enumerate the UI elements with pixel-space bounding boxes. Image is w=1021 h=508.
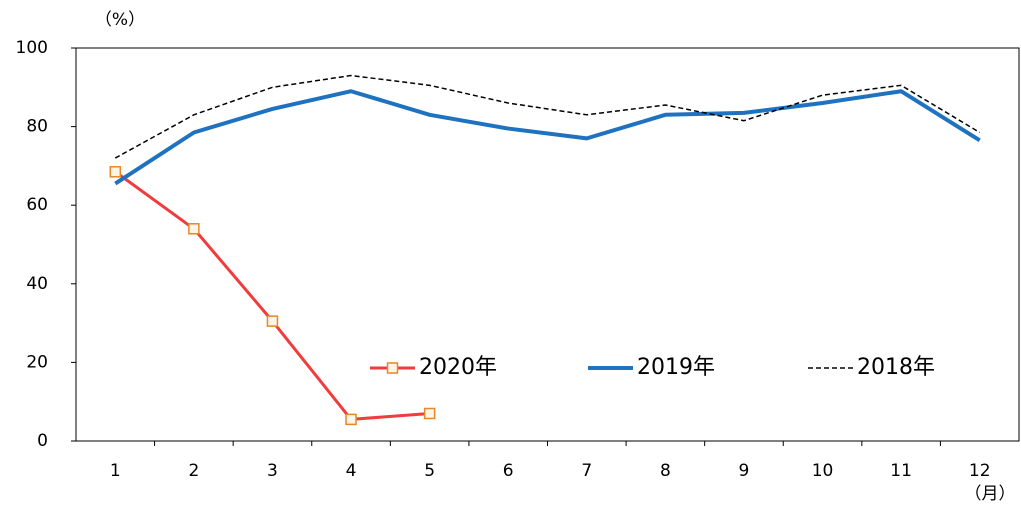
y-tick-label: 60: [26, 195, 48, 215]
series-line: [114, 74, 981, 159]
x-tick-label: 8: [660, 461, 671, 481]
data-point: [109, 166, 122, 178]
x-axis-unit: （月）: [965, 484, 1016, 504]
x-tick-label: 3: [267, 461, 278, 481]
x-tick-label: 1: [110, 461, 121, 481]
x-tick-label: 7: [581, 461, 592, 481]
y-tick-label: 0: [37, 431, 48, 451]
x-tick-label: 6: [503, 461, 514, 481]
data-point: [188, 223, 200, 235]
series-line: [114, 170, 430, 421]
data-point: [345, 413, 357, 426]
legend-label: 2018年: [857, 355, 935, 380]
x-tick-label: 4: [346, 461, 357, 481]
y-tick-label: 80: [26, 117, 48, 137]
x-tick-label: 5: [424, 461, 435, 481]
y-tick-label: 20: [26, 352, 48, 372]
data-point: [266, 315, 279, 327]
data-point: [423, 407, 436, 420]
legend-label: 2020年: [419, 355, 497, 380]
y-tick-label: 40: [26, 274, 48, 294]
y-tick-label: 100: [16, 38, 48, 58]
x-tick-label: 11: [890, 461, 912, 481]
y-axis-unit: （%）: [95, 10, 145, 30]
x-tick-label: 9: [739, 461, 750, 481]
x-tick-label: 2: [188, 461, 199, 481]
legend-marker: [386, 362, 399, 374]
series-line: [114, 89, 981, 186]
x-tick-label: 10: [812, 461, 834, 481]
x-tick-label: 12: [969, 461, 991, 481]
legend-label: 2019年: [637, 355, 715, 380]
